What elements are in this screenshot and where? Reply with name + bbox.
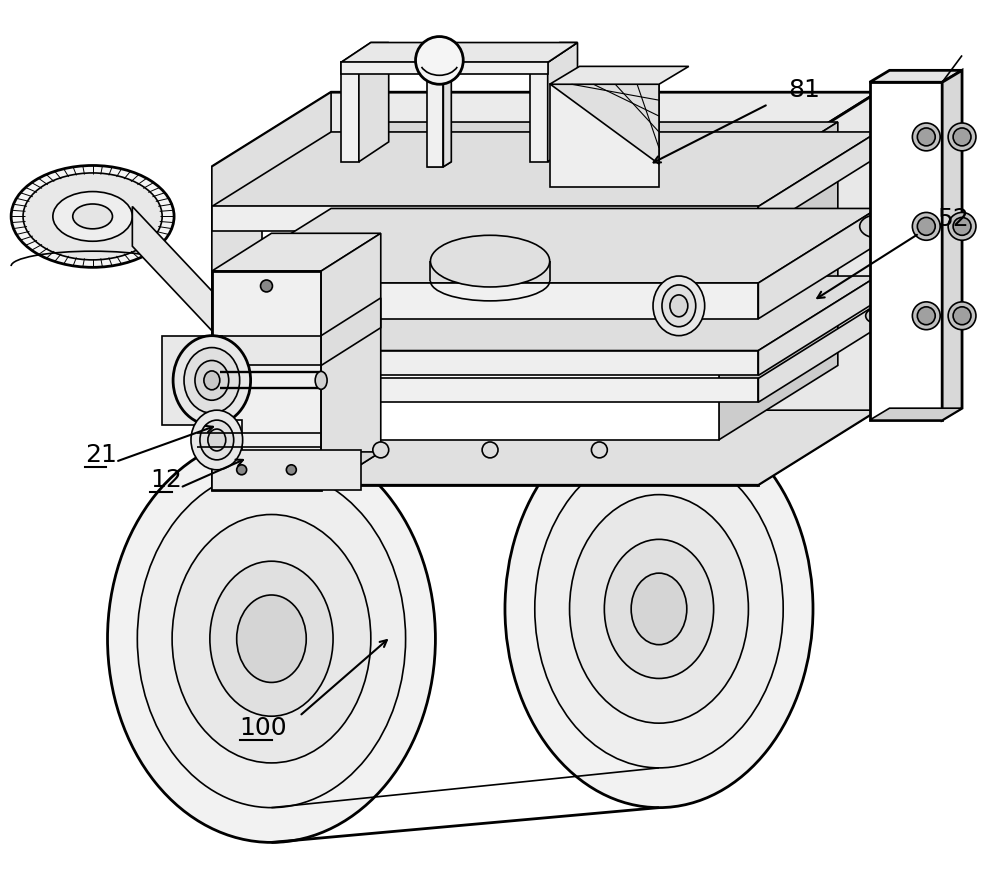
Ellipse shape: [535, 450, 783, 768]
Circle shape: [953, 218, 971, 235]
Polygon shape: [758, 304, 878, 402]
Polygon shape: [427, 80, 443, 167]
Ellipse shape: [23, 173, 162, 260]
Polygon shape: [758, 276, 878, 376]
Circle shape: [953, 307, 971, 325]
Text: 100: 100: [240, 716, 287, 740]
Circle shape: [373, 442, 389, 458]
Ellipse shape: [604, 539, 714, 678]
Polygon shape: [212, 206, 758, 232]
Polygon shape: [550, 66, 689, 84]
Circle shape: [912, 212, 940, 240]
Ellipse shape: [53, 191, 132, 241]
Polygon shape: [870, 408, 962, 420]
Ellipse shape: [631, 573, 687, 645]
Polygon shape: [548, 43, 578, 162]
Ellipse shape: [866, 308, 890, 323]
Ellipse shape: [208, 429, 226, 451]
Ellipse shape: [11, 165, 174, 267]
Text: 12: 12: [150, 468, 182, 492]
Ellipse shape: [200, 420, 234, 460]
Ellipse shape: [315, 371, 327, 389]
Circle shape: [482, 442, 498, 458]
Polygon shape: [212, 336, 321, 365]
Ellipse shape: [204, 371, 220, 390]
Circle shape: [237, 465, 247, 475]
Circle shape: [948, 212, 976, 240]
Polygon shape: [262, 122, 838, 197]
Ellipse shape: [172, 515, 371, 763]
Polygon shape: [212, 283, 758, 319]
Polygon shape: [212, 350, 758, 376]
Polygon shape: [427, 162, 451, 167]
Circle shape: [948, 302, 976, 329]
Polygon shape: [212, 233, 381, 271]
Polygon shape: [321, 233, 381, 489]
Text: 52: 52: [937, 207, 969, 232]
Ellipse shape: [173, 336, 251, 425]
Text: 21: 21: [85, 443, 117, 467]
Circle shape: [261, 280, 272, 292]
Polygon shape: [212, 378, 758, 402]
Ellipse shape: [237, 595, 306, 683]
Ellipse shape: [137, 470, 406, 808]
Ellipse shape: [653, 276, 705, 336]
Polygon shape: [870, 82, 942, 420]
Polygon shape: [550, 84, 659, 187]
Polygon shape: [162, 336, 222, 425]
Circle shape: [912, 123, 940, 151]
Ellipse shape: [191, 410, 243, 470]
Polygon shape: [359, 43, 389, 162]
Ellipse shape: [195, 360, 229, 400]
Polygon shape: [212, 92, 878, 167]
Polygon shape: [341, 62, 359, 162]
Ellipse shape: [210, 561, 333, 716]
Ellipse shape: [184, 348, 240, 413]
Polygon shape: [341, 43, 578, 62]
Circle shape: [286, 465, 296, 475]
Polygon shape: [212, 132, 878, 206]
Ellipse shape: [662, 285, 696, 327]
Ellipse shape: [430, 235, 550, 287]
Polygon shape: [212, 271, 321, 489]
Polygon shape: [550, 84, 659, 163]
Polygon shape: [212, 450, 361, 489]
Circle shape: [917, 307, 935, 325]
Circle shape: [917, 128, 935, 146]
Polygon shape: [132, 206, 212, 330]
Ellipse shape: [570, 495, 748, 723]
Ellipse shape: [860, 215, 895, 238]
Polygon shape: [321, 298, 381, 365]
Circle shape: [917, 218, 935, 235]
Polygon shape: [870, 70, 962, 82]
Polygon shape: [262, 197, 719, 440]
Polygon shape: [942, 70, 962, 420]
Polygon shape: [341, 43, 389, 62]
Ellipse shape: [108, 435, 435, 843]
Polygon shape: [212, 420, 242, 489]
Polygon shape: [212, 92, 331, 485]
Polygon shape: [530, 43, 578, 62]
Ellipse shape: [73, 204, 112, 229]
Polygon shape: [719, 122, 838, 440]
Circle shape: [416, 37, 463, 84]
Circle shape: [912, 302, 940, 329]
Polygon shape: [212, 167, 758, 485]
Polygon shape: [758, 209, 878, 319]
Ellipse shape: [505, 410, 813, 808]
Circle shape: [953, 128, 971, 146]
Polygon shape: [758, 132, 878, 232]
Polygon shape: [212, 209, 878, 283]
Polygon shape: [758, 92, 878, 485]
Text: 81: 81: [788, 78, 820, 102]
Polygon shape: [530, 62, 548, 162]
Polygon shape: [212, 276, 878, 350]
Ellipse shape: [670, 295, 688, 316]
Circle shape: [591, 442, 607, 458]
Polygon shape: [212, 410, 878, 485]
Polygon shape: [443, 75, 451, 167]
Polygon shape: [212, 452, 381, 489]
Polygon shape: [341, 62, 548, 74]
Circle shape: [948, 123, 976, 151]
